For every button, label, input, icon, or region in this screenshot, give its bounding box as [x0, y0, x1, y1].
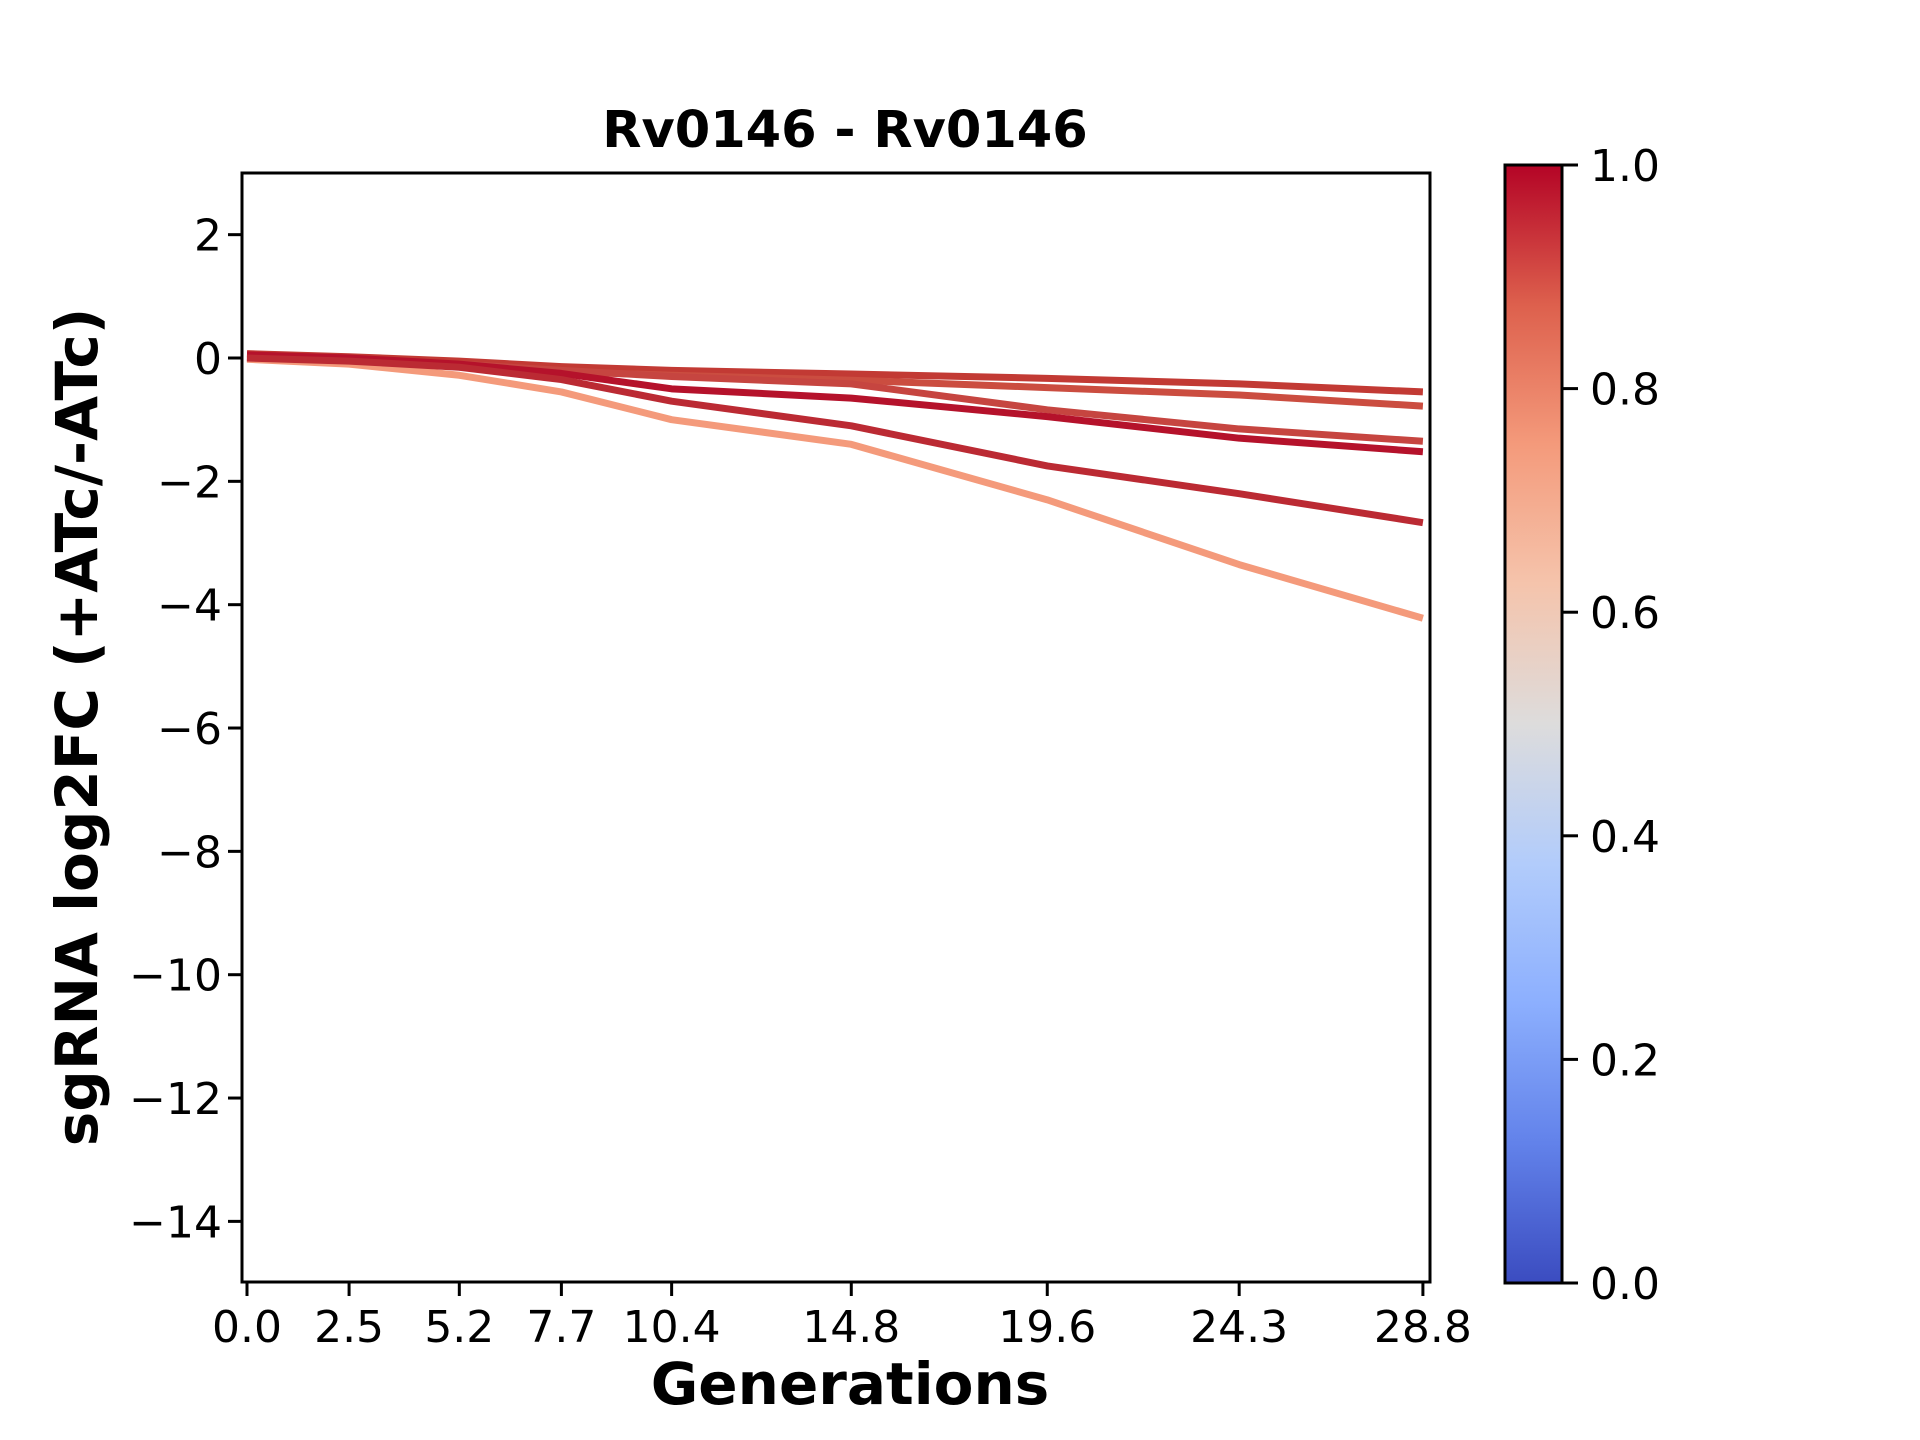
- y-tick-label: −4: [157, 581, 222, 632]
- colorbar-tick-label: 0.8: [1590, 365, 1660, 416]
- colorbar-tick-label: 0.2: [1590, 1035, 1660, 1086]
- x-tick-label: 0.0: [212, 1302, 282, 1353]
- plot-layer: 0.0 2.5 5.2 7.7 10.4 14.8 19.6 24.3 28.8 2 0 −2 −4 −6…: [129, 141, 1660, 1353]
- y-tick-label: −10: [129, 951, 222, 1002]
- x-tick-label: 19.6: [998, 1302, 1096, 1353]
- x-tick-label: 10.4: [623, 1302, 721, 1353]
- y-axis-label: sgRNA log2FC (+ATc/-ATc): [43, 308, 111, 1146]
- y-tick-label: −12: [129, 1074, 222, 1125]
- y-tick-label: −6: [157, 704, 222, 755]
- series-line-4: [246, 355, 1424, 622]
- x-tick-label: 28.8: [1374, 1302, 1472, 1353]
- chart-title: Rv0146 - Rv0146: [602, 101, 1088, 160]
- x-tick-label: 5.2: [424, 1302, 494, 1353]
- x-tick-label: 24.3: [1190, 1302, 1288, 1353]
- x-tick-label: 7.7: [526, 1302, 596, 1353]
- x-axis-label: Generations: [651, 1350, 1050, 1418]
- colorbar-tick-label: 1.0: [1590, 141, 1660, 192]
- series-line-6: [246, 354, 1424, 527]
- colorbar-tick-label: 0.6: [1590, 588, 1660, 639]
- y-tick-label: −8: [157, 827, 222, 878]
- y-tick-label: −14: [129, 1197, 222, 1248]
- x-tick-label: 2.5: [314, 1302, 384, 1353]
- y-tick-label: −2: [157, 457, 222, 508]
- x-tick-label: 14.8: [802, 1302, 900, 1353]
- y-tick-label: 2: [194, 211, 222, 262]
- colorbar: [1503, 163, 1564, 1285]
- y-tick-label: 0: [194, 334, 222, 385]
- colorbar-tick-label: 0.4: [1590, 812, 1660, 863]
- colorbar-tick-label: 0.0: [1590, 1259, 1660, 1310]
- plot-frame: [240, 171, 1432, 1284]
